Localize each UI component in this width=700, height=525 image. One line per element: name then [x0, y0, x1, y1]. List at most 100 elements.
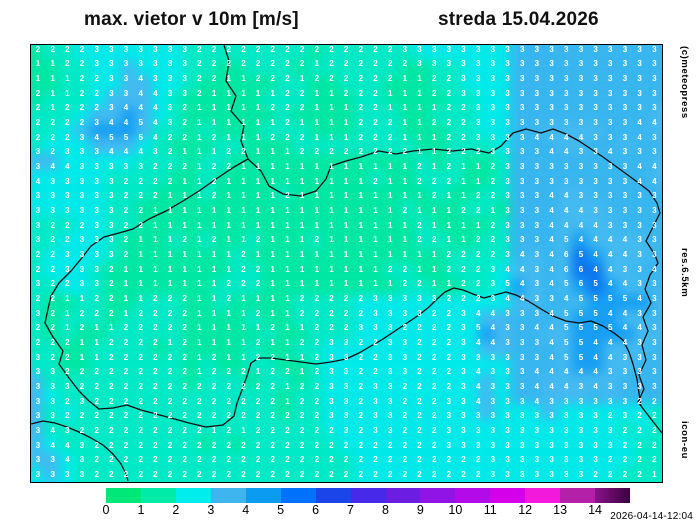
wind-value: 2 — [431, 381, 437, 391]
wind-value: 2 — [461, 469, 466, 479]
field-cell — [649, 45, 662, 61]
wind-value: 2 — [431, 191, 437, 201]
field-cell — [571, 122, 588, 139]
wind-value: 3 — [109, 88, 114, 98]
field-cell — [167, 122, 184, 139]
wind-value: 2 — [358, 103, 364, 113]
field-cell — [571, 91, 588, 107]
wind-value: 2 — [94, 88, 99, 98]
wind-value: 1 — [211, 103, 217, 113]
wind-value: 3 — [549, 411, 554, 421]
wind-value: 3 — [505, 323, 510, 333]
field-cell — [525, 138, 541, 154]
wind-value: 2 — [153, 293, 158, 303]
field-cell — [260, 106, 277, 123]
wind-value: 2 — [402, 205, 408, 215]
wind-value: 3 — [637, 308, 642, 318]
field-cell — [587, 91, 604, 107]
wind-value: 2 — [270, 425, 276, 435]
wind-value: 3 — [608, 161, 613, 171]
wind-value: 1 — [343, 235, 349, 245]
wind-value: 3 — [593, 191, 598, 201]
wind-value: 2 — [608, 455, 613, 465]
wind-value: 2 — [182, 161, 187, 171]
wind-value: 3 — [549, 161, 554, 171]
wind-value: 2 — [417, 440, 422, 450]
wind-value: 3 — [622, 367, 628, 377]
wind-value: 4 — [608, 264, 613, 274]
colorbar-segment — [455, 488, 491, 503]
wind-value: 3 — [417, 44, 422, 54]
wind-value: 1 — [314, 191, 320, 201]
wind-value: 3 — [593, 44, 598, 54]
wind-value: 3 — [637, 381, 642, 391]
wind-value: 3 — [505, 352, 510, 362]
field-cell — [509, 45, 526, 61]
wind-value: 2 — [211, 352, 217, 362]
wind-value: 3 — [637, 44, 642, 54]
wind-value: 2 — [197, 59, 202, 69]
wind-value: 4 — [549, 235, 554, 245]
wind-value: 3 — [564, 44, 569, 54]
wind-value: 2 — [431, 411, 437, 421]
wind-value: 1 — [197, 176, 202, 186]
field-cell — [43, 45, 59, 61]
wind-value: 3 — [490, 44, 496, 54]
wind-value: 1 — [387, 249, 393, 259]
wind-value: 3 — [564, 176, 569, 186]
field-cell — [136, 60, 153, 76]
wind-value: 2 — [182, 323, 187, 333]
field-cell — [323, 138, 339, 154]
wind-value: 1 — [358, 249, 364, 259]
wind-value: 3 — [490, 147, 496, 157]
field-cell — [618, 106, 635, 123]
wind-value: 1 — [255, 323, 261, 333]
wind-value: 2 — [153, 455, 158, 465]
wind-value: 2 — [314, 425, 320, 435]
wind-value: 3 — [622, 220, 628, 230]
wind-value: 5 — [564, 308, 569, 318]
wind-value: 2 — [358, 117, 364, 127]
wind-value: 3 — [608, 88, 613, 98]
wind-value: 4 — [475, 381, 481, 391]
field-cell — [603, 122, 619, 139]
wind-value: 3 — [343, 381, 349, 391]
wind-value: 2 — [343, 59, 349, 69]
wind-value: 1 — [255, 191, 261, 201]
wind-value: 3 — [505, 191, 510, 201]
field-cell — [494, 75, 510, 92]
colorbar-segment — [525, 488, 561, 503]
wind-value: 2 — [138, 308, 143, 318]
wind-value: 4 — [593, 337, 598, 347]
wind-value: 2 — [387, 147, 393, 157]
wind-value: 2 — [402, 279, 408, 289]
wind-value: 1 — [446, 191, 452, 201]
wind-value: 3 — [637, 337, 642, 347]
wind-value: 1 — [167, 264, 173, 274]
wind-value: 3 — [578, 381, 584, 391]
field-cell — [587, 75, 604, 92]
wind-value: 2 — [211, 235, 217, 245]
wind-value: 3 — [329, 367, 334, 377]
wind-value: 3 — [505, 147, 510, 157]
wind-value: 4 — [593, 352, 598, 362]
wind-value: 1 — [226, 264, 231, 274]
wind-value: 3 — [593, 73, 598, 83]
wind-value: 3 — [94, 147, 99, 157]
wind-value: 2 — [358, 293, 364, 303]
wind-value: 1 — [431, 279, 437, 289]
wind-value: 4 — [153, 117, 158, 127]
wind-value: 2 — [270, 59, 276, 69]
wind-value: 3 — [520, 235, 525, 245]
wind-value: 3 — [622, 161, 628, 171]
wind-value: 1 — [402, 103, 408, 113]
wind-value: 1 — [182, 249, 187, 259]
wind-value: 1 — [285, 264, 290, 274]
wind-value: 2 — [153, 191, 158, 201]
wind-value: 4 — [138, 103, 143, 113]
wind-value: 3 — [564, 117, 569, 127]
wind-value: 2 — [94, 103, 99, 113]
wind-value: 3 — [593, 396, 598, 406]
field-cell — [540, 138, 557, 154]
